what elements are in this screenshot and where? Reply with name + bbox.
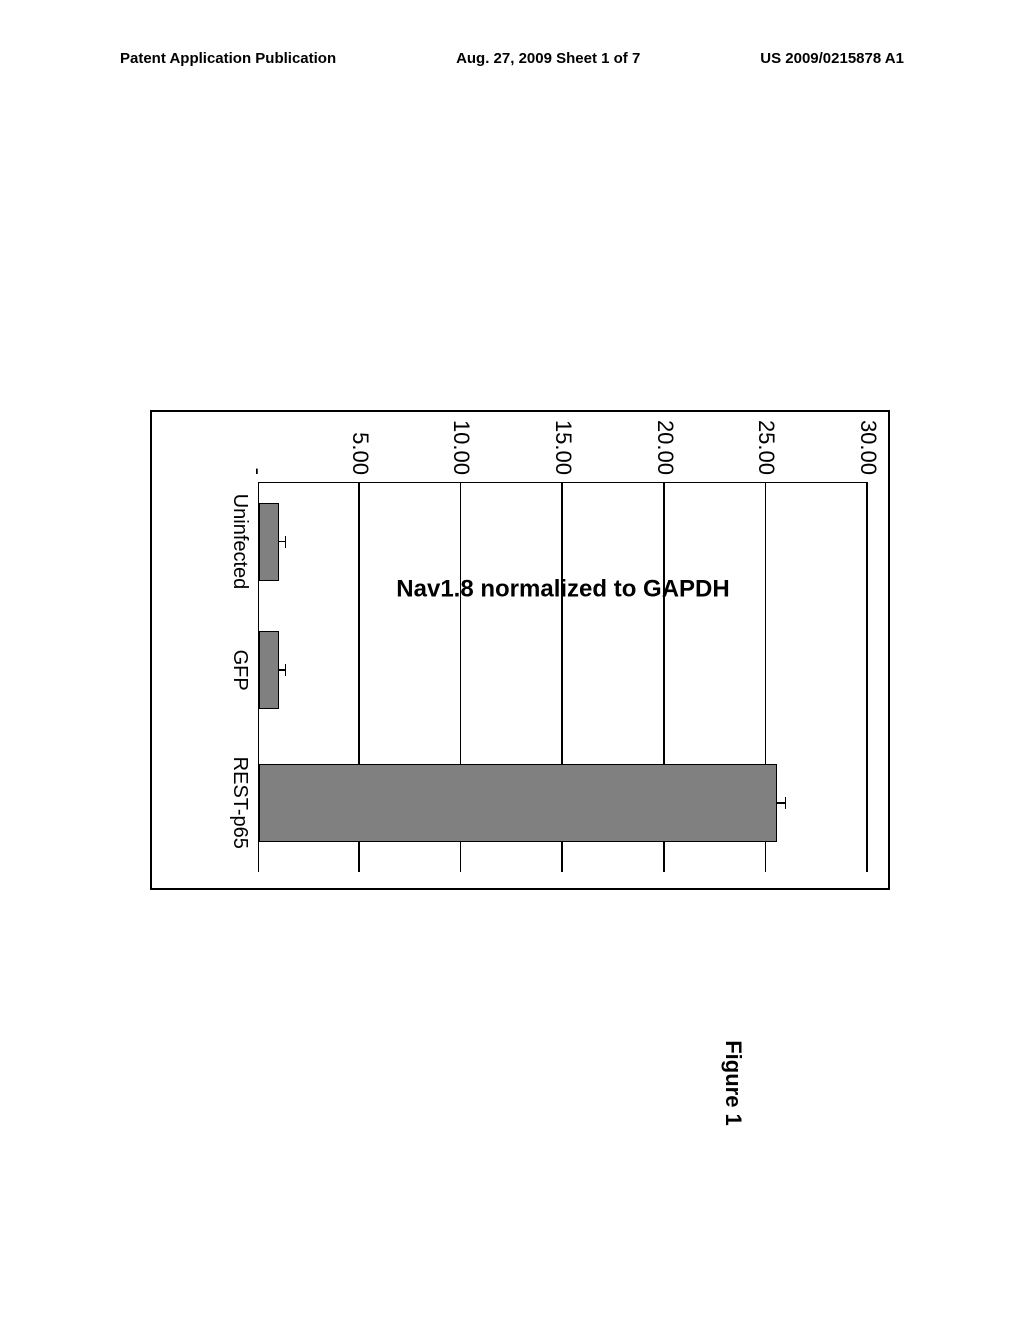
y-tick-label: 20.00 bbox=[652, 420, 678, 475]
y-tick-label: 25.00 bbox=[753, 420, 779, 475]
x-tick-label: GFP bbox=[228, 650, 251, 691]
chart-container: Nav1.8 normalized to GAPDH - 5.00 10.00 15.… bbox=[150, 410, 890, 890]
y-tick-label: 5.00 bbox=[347, 432, 373, 475]
y-tick-label: - bbox=[245, 468, 271, 475]
error-cap bbox=[785, 797, 787, 809]
y-tick-label: 15.00 bbox=[550, 420, 576, 475]
bar bbox=[259, 503, 279, 581]
x-tick-label: REST-p65 bbox=[228, 757, 251, 849]
patent-date-sheet: Aug. 27, 2009 Sheet 1 of 7 bbox=[456, 50, 640, 67]
y-axis-label: Nav1.8 normalized to GAPDH bbox=[397, 576, 730, 604]
patent-pub-label: Patent Application Publication bbox=[120, 50, 336, 67]
x-tick-label: Uninfected bbox=[228, 494, 251, 590]
error-cap bbox=[285, 664, 287, 676]
y-tick-label: 30.00 bbox=[855, 420, 881, 475]
figure-label: Figure 1 bbox=[720, 1040, 746, 1126]
bar bbox=[259, 764, 778, 842]
y-tick-label: 10.00 bbox=[448, 420, 474, 475]
bar bbox=[259, 631, 279, 709]
error-cap bbox=[285, 536, 287, 548]
patent-number: US 2009/0215878 A1 bbox=[760, 50, 904, 67]
gridline bbox=[867, 483, 869, 872]
chart-plot-area: Nav1.8 normalized to GAPDH -5.0010.0015.… bbox=[258, 482, 868, 872]
